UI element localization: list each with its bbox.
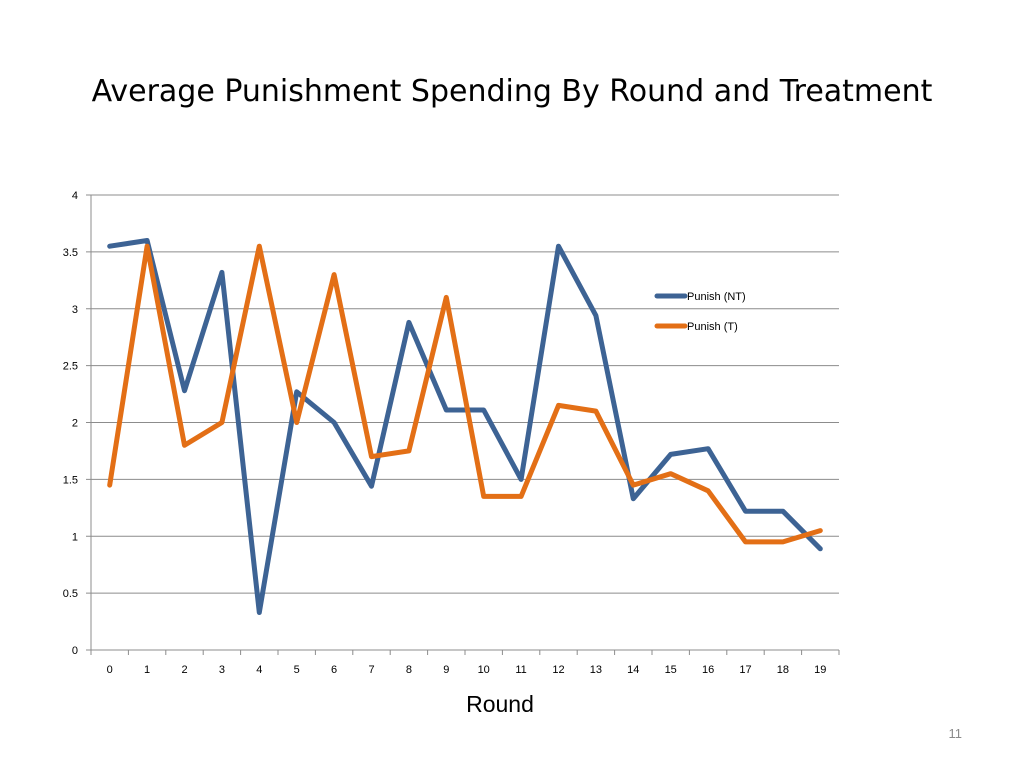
x-tick-label: 15 [665,664,677,676]
x-tick-label: 19 [814,664,826,676]
y-tick-label: 1.5 [63,474,78,486]
axes [86,194,840,655]
x-tick-label: 7 [368,664,374,676]
x-tick-label: 13 [590,664,602,676]
x-tick-label: 6 [331,664,337,676]
x-tick-label: 11 [515,664,526,676]
x-tick-label: 0 [107,664,113,676]
x-tick-label: 18 [777,664,789,676]
series-line-2 [107,243,823,545]
y-tick-label: 3.5 [63,247,78,259]
y-tick-label: 0.5 [63,588,78,600]
x-tick-label: 8 [406,664,412,676]
x-tick-label: 9 [443,664,449,676]
legend: Punish (NT) Punish (T) [654,291,746,333]
x-tick-label: 2 [181,664,187,676]
x-tick-label: 4 [256,664,262,676]
y-tick-label: 2 [72,418,78,430]
x-tick-label: 3 [219,664,225,676]
x-tick-label: 5 [294,664,300,676]
y-tick-label: 4 [72,190,78,202]
x-axis-title: Round [466,691,534,717]
legend-label: Punish (T) [687,321,738,333]
y-tick-labels: 0 0.5 1 1.5 2 2.5 3 3.5 4 [63,190,78,657]
gridlines [91,194,839,594]
x-tick-label: 17 [739,664,751,676]
x-tick-label: 16 [702,664,714,676]
x-tick-label: 1 [144,664,150,676]
legend-label: Punish (NT) [687,291,746,303]
x-tick-label: 10 [478,664,490,676]
y-tick-label: 1 [72,531,78,543]
slide-title: Average Punishment Spending By Round and… [91,74,933,109]
series-lines [107,238,823,615]
x-tick-label: 12 [552,664,564,676]
x-tick-label: 14 [627,664,639,676]
y-tick-label: 2.5 [63,361,78,373]
page-number: 11 [948,726,963,741]
x-tick-labels: 0 1 2 3 4 5 6 7 8 9 10 11 12 13 14 15 16 17 18 19 [107,664,827,676]
y-tick-label: 3 [72,304,78,316]
y-tick-label: 0 [72,645,78,657]
